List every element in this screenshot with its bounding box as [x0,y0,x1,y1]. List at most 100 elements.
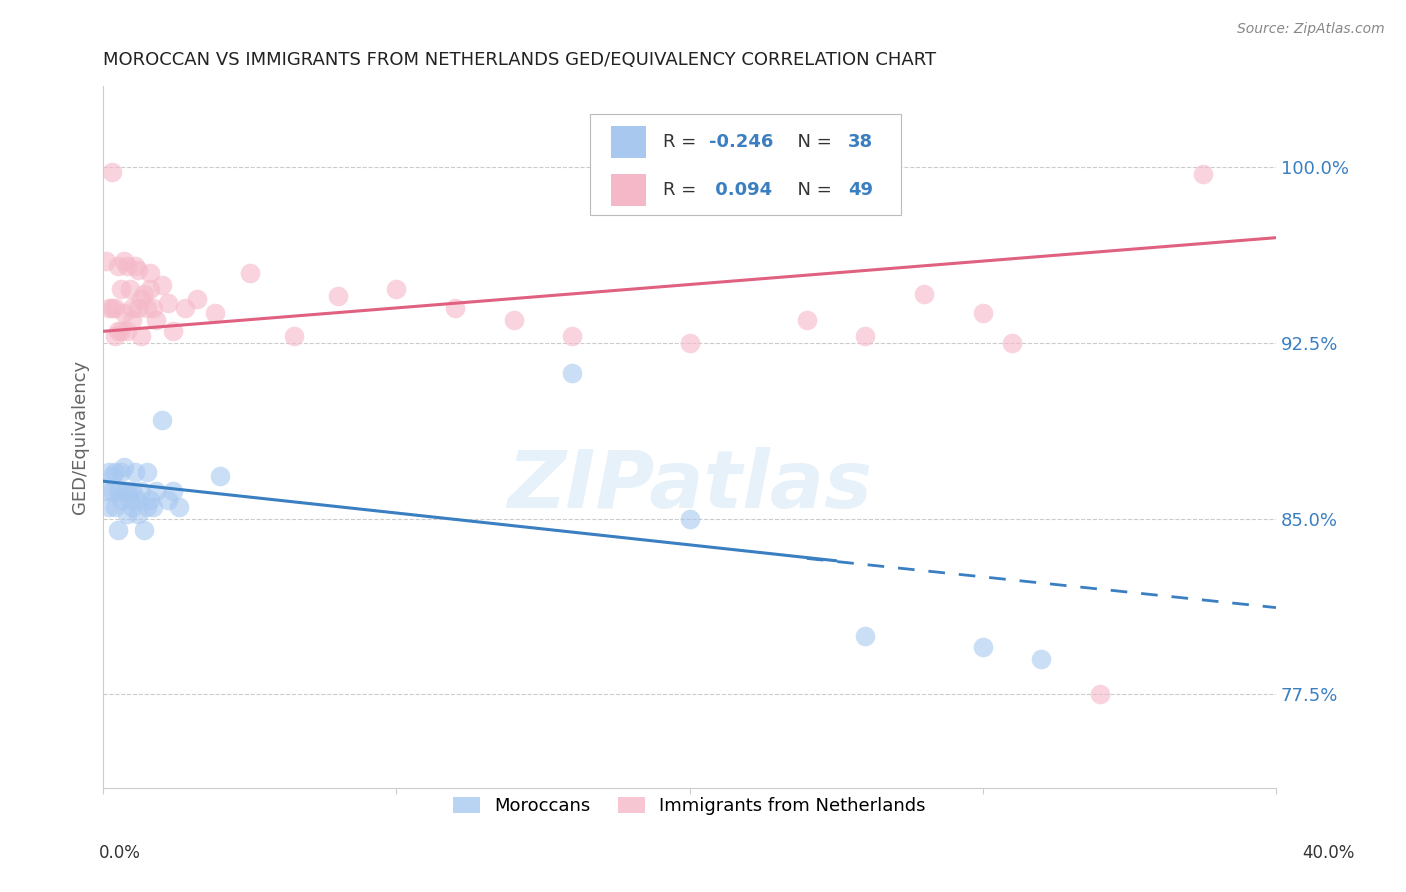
Point [129,292,152,306]
Point [150,413,173,427]
Point [385,282,408,296]
Point [112,305,135,319]
Point [110,492,132,507]
Point [1088,687,1111,701]
Point [121,500,143,514]
Point [107,483,129,498]
Point [1031,652,1053,666]
Point [283,329,305,343]
Point [112,483,135,498]
Point [326,289,349,303]
Point [136,301,159,315]
Point [127,263,149,277]
Point [139,492,162,507]
FancyBboxPatch shape [591,113,901,216]
Point [127,507,149,521]
Point [107,524,129,538]
Point [115,324,138,338]
Point [145,312,167,326]
Text: MOROCCAN VS IMMIGRANTS FROM NETHERLANDS GED/EQUIVALENCY CORRELATION CHART: MOROCCAN VS IMMIGRANTS FROM NETHERLANDS … [103,51,936,69]
Text: Source: ZipAtlas.com: Source: ZipAtlas.com [1237,22,1385,37]
Point [98,500,121,514]
Text: N =: N = [786,181,837,199]
Point [502,312,524,326]
Point [678,511,700,525]
Point [204,305,226,319]
Point [118,282,141,296]
Point [115,507,138,521]
Point [169,500,191,514]
Point [855,329,877,343]
Point [561,329,583,343]
Point [112,254,135,268]
Point [136,465,159,479]
Point [561,367,583,381]
Point [127,492,149,507]
Point [121,483,143,498]
Point [94,483,117,498]
Point [110,324,132,338]
Point [101,469,124,483]
Point [162,483,184,498]
Point [796,312,818,326]
Text: N =: N = [786,133,837,151]
Point [139,266,162,280]
Point [101,483,124,498]
Point [186,292,208,306]
Point [156,296,179,310]
Point [136,500,159,514]
Point [139,282,162,296]
Point [107,259,129,273]
Point [855,629,877,643]
Text: 38: 38 [848,133,873,151]
Text: -0.246: -0.246 [710,133,773,151]
Point [104,329,127,343]
Text: 40.0%: 40.0% [1302,844,1355,862]
Text: 49: 49 [848,181,873,199]
Point [98,465,121,479]
Point [94,254,117,268]
Point [98,301,121,315]
Point [972,305,994,319]
Point [134,524,156,538]
Text: R =: R = [662,133,702,151]
Point [127,301,149,315]
Point [1191,168,1213,182]
Point [101,301,124,315]
Text: ZIPatlas: ZIPatlas [508,447,872,524]
Point [124,259,146,273]
Point [209,469,232,483]
Legend: Moroccans, Immigrants from Netherlands: Moroccans, Immigrants from Netherlands [444,789,935,824]
Point [678,336,700,351]
Bar [612,127,647,158]
Point [115,259,138,273]
Text: R =: R = [662,181,702,199]
Point [110,282,132,296]
Point [150,277,173,292]
Point [162,324,184,338]
Point [121,312,143,326]
Point [107,324,129,338]
Point [112,460,135,475]
Point [129,329,152,343]
Point [134,286,156,301]
Point [101,165,124,179]
Point [118,492,141,507]
Point [142,301,165,315]
Point [972,640,994,655]
Point [239,266,262,280]
Text: 0.0%: 0.0% [98,844,141,862]
Point [110,465,132,479]
Point [444,301,467,315]
Bar [612,174,647,206]
Point [142,500,165,514]
Point [145,483,167,498]
Point [156,492,179,507]
Point [912,286,935,301]
Point [115,483,138,498]
Point [104,465,127,479]
Point [104,301,127,315]
Point [1001,336,1024,351]
Point [104,500,127,514]
Text: 0.094: 0.094 [710,181,773,199]
